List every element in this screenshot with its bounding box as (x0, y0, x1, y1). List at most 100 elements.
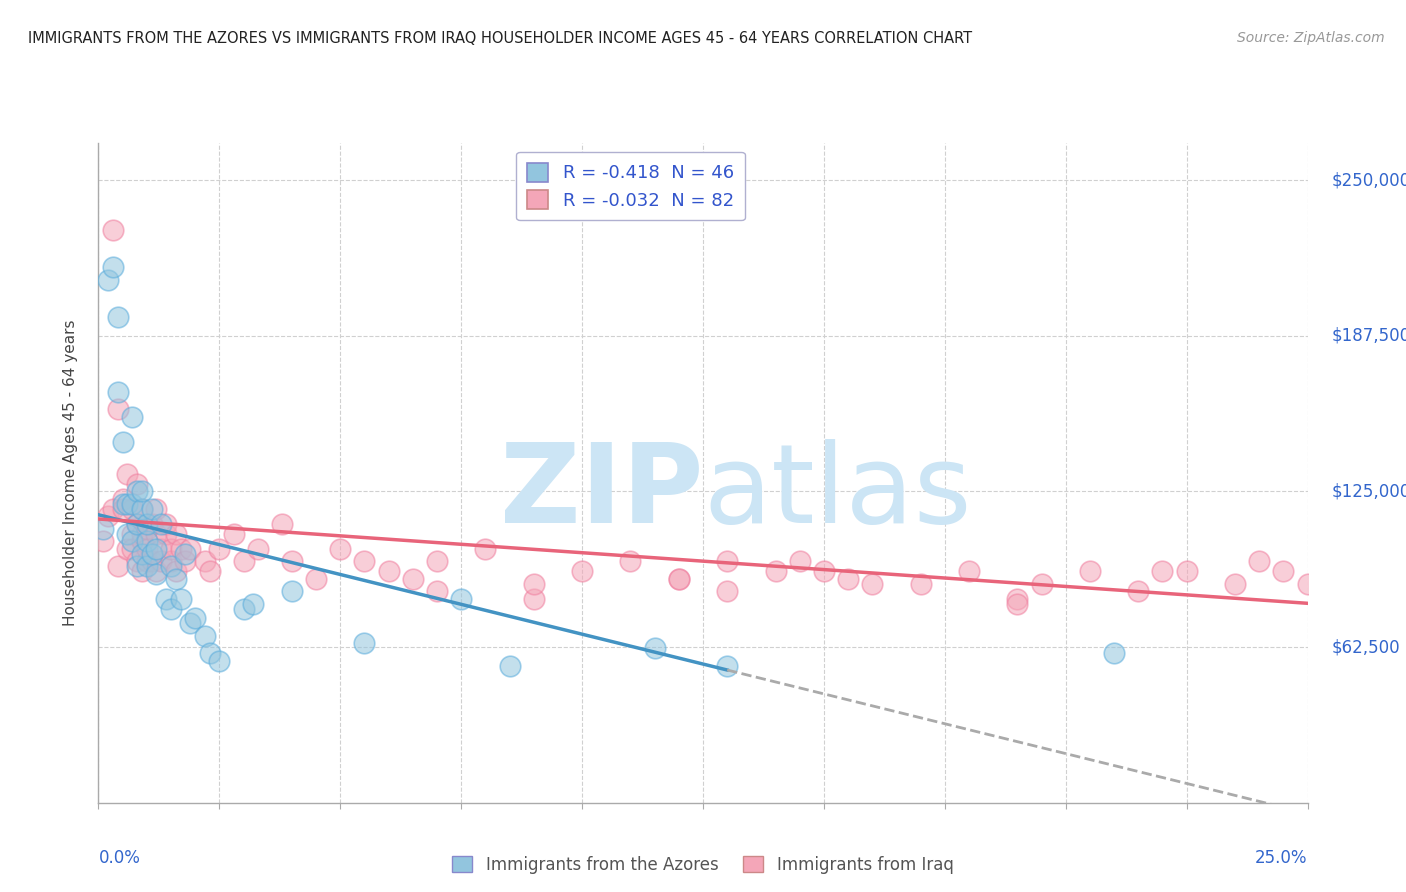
Point (150, 516, 173, 531)
Point (165, 526, 187, 541)
Point (107, 384, 129, 399)
Point (155, 516, 177, 531)
Point (716, 554, 738, 568)
Point (281, 584, 304, 599)
Point (160, 541, 183, 556)
Point (117, 526, 139, 541)
Point (208, 541, 231, 556)
Point (247, 541, 270, 556)
Point (571, 564, 593, 578)
Point (127, 516, 149, 531)
Point (141, 501, 163, 516)
Point (101, 260, 124, 275)
Point (474, 541, 496, 556)
Point (198, 564, 221, 578)
Point (194, 554, 217, 568)
Point (141, 547, 163, 561)
Point (169, 541, 191, 556)
Point (523, 591, 546, 606)
Point (450, 591, 472, 606)
Point (135, 534, 157, 549)
Point (498, 658, 520, 673)
Point (111, 501, 134, 516)
Point (1296, 576, 1319, 591)
Point (1102, 646, 1125, 660)
Point (426, 554, 449, 568)
Text: atlas: atlas (703, 439, 972, 546)
Point (131, 534, 153, 549)
Point (1249, 554, 1271, 568)
Point (1007, 597, 1029, 611)
Point (141, 516, 163, 531)
Point (107, 310, 129, 324)
Text: $187,500: $187,500 (1331, 326, 1406, 345)
Point (101, 501, 124, 516)
Point (1078, 564, 1101, 578)
Point (135, 554, 157, 568)
Point (121, 409, 143, 424)
Point (165, 564, 187, 578)
Point (837, 572, 859, 586)
Text: 0.0%: 0.0% (98, 849, 141, 867)
Point (145, 564, 167, 578)
Point (174, 554, 197, 568)
Point (184, 611, 207, 625)
Point (117, 541, 139, 556)
Text: IMMIGRANTS FROM THE AZORES VS IMMIGRANTS FROM IRAQ HOUSEHOLDER INCOME AGES 45 - : IMMIGRANTS FROM THE AZORES VS IMMIGRANTS… (28, 31, 972, 46)
Point (135, 516, 157, 531)
Point (150, 554, 173, 568)
Point (242, 597, 264, 611)
Text: ZIP: ZIP (499, 439, 703, 546)
Point (111, 491, 134, 506)
Point (716, 584, 738, 599)
Point (208, 654, 231, 668)
Point (1175, 564, 1198, 578)
Point (179, 616, 201, 631)
Point (353, 636, 375, 650)
Point (1128, 584, 1150, 599)
Point (91, 522, 114, 536)
Point (174, 547, 197, 561)
Point (127, 559, 149, 574)
Point (101, 223, 124, 237)
Point (107, 559, 129, 574)
Point (402, 572, 425, 586)
Point (165, 572, 187, 586)
Point (131, 501, 153, 516)
Point (107, 402, 129, 417)
Point (111, 497, 134, 511)
Point (145, 526, 167, 541)
Point (329, 541, 352, 556)
Point (155, 591, 177, 606)
Point (135, 559, 157, 574)
Text: $125,000: $125,000 (1331, 483, 1406, 500)
Point (813, 564, 835, 578)
Point (232, 554, 254, 568)
Point (194, 629, 217, 643)
Point (910, 576, 932, 591)
Point (135, 541, 157, 556)
Text: Source: ZipAtlas.com: Source: ZipAtlas.com (1237, 31, 1385, 45)
Point (957, 564, 980, 578)
Point (145, 541, 167, 556)
Point (281, 554, 304, 568)
Text: $250,000: $250,000 (1331, 171, 1406, 189)
Point (121, 541, 143, 556)
Point (117, 467, 139, 481)
Point (426, 584, 449, 599)
Y-axis label: Householder Income Ages 45 - 64 years: Householder Income Ages 45 - 64 years (63, 319, 77, 626)
Point (131, 526, 153, 541)
Point (131, 564, 153, 578)
Point (523, 576, 546, 591)
Point (644, 641, 666, 656)
Point (160, 601, 183, 615)
Point (97, 509, 120, 524)
Point (222, 526, 245, 541)
Point (131, 501, 153, 516)
Point (127, 477, 149, 491)
Point (121, 501, 143, 516)
Point (271, 516, 294, 531)
Point (91, 534, 114, 549)
Point (668, 572, 690, 586)
Point (765, 564, 787, 578)
